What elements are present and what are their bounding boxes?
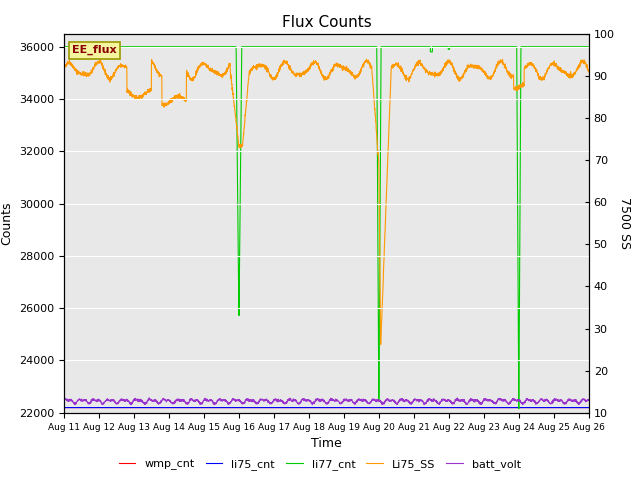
batt_volt bbox=[518, 400, 526, 406]
Li75_SS bbox=[97, 56, 104, 61]
li77_cnt bbox=[151, 44, 159, 49]
batt_volt bbox=[60, 397, 68, 403]
Y-axis label: Counts: Counts bbox=[1, 202, 13, 245]
Li75_SS bbox=[575, 62, 582, 68]
li77_cnt bbox=[284, 44, 292, 49]
Li75_SS bbox=[60, 66, 68, 72]
li75_cnt bbox=[151, 405, 159, 410]
Legend: wmp_cnt, li75_cnt, li77_cnt, Li75_SS, batt_volt: wmp_cnt, li75_cnt, li77_cnt, Li75_SS, ba… bbox=[115, 455, 525, 474]
wmp_cnt bbox=[261, 405, 269, 410]
li75_cnt bbox=[518, 405, 526, 410]
li75_cnt bbox=[120, 405, 128, 410]
Li75_SS bbox=[262, 67, 269, 72]
Li75_SS bbox=[284, 62, 292, 68]
X-axis label: Time: Time bbox=[311, 437, 342, 450]
li75_cnt bbox=[575, 405, 582, 410]
Text: EE_flux: EE_flux bbox=[72, 45, 116, 55]
batt_volt bbox=[285, 396, 292, 402]
wmp_cnt bbox=[120, 405, 128, 410]
li75_cnt bbox=[261, 405, 269, 410]
li77_cnt bbox=[60, 44, 68, 49]
Li75_SS bbox=[585, 69, 593, 74]
li77_cnt bbox=[261, 44, 269, 49]
wmp_cnt bbox=[284, 405, 292, 410]
li77_cnt bbox=[575, 44, 582, 49]
li77_cnt bbox=[518, 44, 526, 49]
batt_volt bbox=[127, 402, 135, 408]
Li75_SS bbox=[120, 64, 128, 70]
Line: Li75_SS: Li75_SS bbox=[64, 59, 589, 345]
Title: Flux Counts: Flux Counts bbox=[282, 15, 371, 30]
Li75_SS bbox=[151, 63, 159, 69]
batt_volt bbox=[575, 400, 582, 406]
wmp_cnt bbox=[60, 405, 68, 410]
batt_volt bbox=[262, 397, 269, 403]
Y-axis label: 7500 SS: 7500 SS bbox=[618, 197, 631, 249]
Line: batt_volt: batt_volt bbox=[64, 398, 589, 405]
li77_cnt bbox=[515, 406, 523, 412]
Li75_SS bbox=[377, 342, 385, 348]
li75_cnt bbox=[284, 405, 292, 410]
li75_cnt bbox=[60, 405, 68, 410]
batt_volt bbox=[145, 395, 153, 401]
li77_cnt bbox=[120, 44, 128, 49]
li77_cnt bbox=[585, 44, 593, 49]
Line: li77_cnt: li77_cnt bbox=[64, 47, 589, 409]
wmp_cnt bbox=[575, 405, 582, 410]
batt_volt bbox=[152, 396, 159, 402]
li75_cnt bbox=[585, 405, 593, 410]
batt_volt bbox=[120, 397, 128, 403]
wmp_cnt bbox=[518, 405, 526, 410]
wmp_cnt bbox=[151, 405, 159, 410]
Li75_SS bbox=[518, 83, 526, 88]
wmp_cnt bbox=[585, 405, 593, 410]
batt_volt bbox=[585, 396, 593, 402]
